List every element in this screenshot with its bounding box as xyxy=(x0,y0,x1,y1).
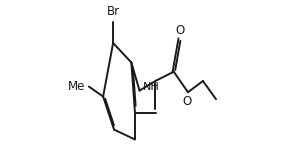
Text: O: O xyxy=(176,24,185,37)
Text: Me: Me xyxy=(68,80,85,93)
Text: Br: Br xyxy=(106,5,120,18)
Text: NH: NH xyxy=(143,82,160,92)
Text: O: O xyxy=(183,95,192,108)
